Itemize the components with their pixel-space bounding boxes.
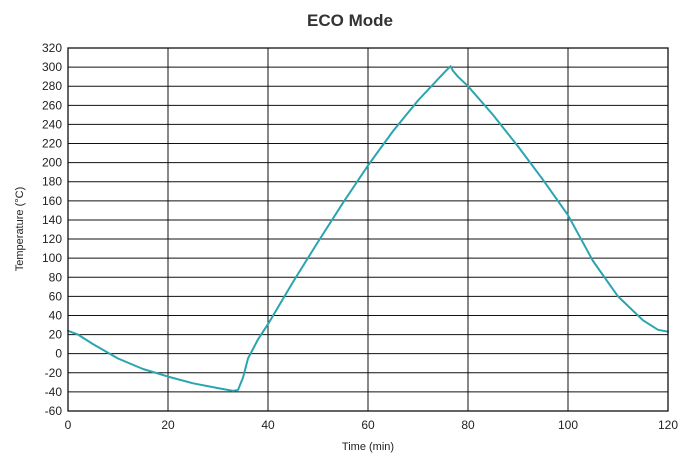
y-tick-label: 200 <box>42 156 62 170</box>
y-tick-label: 300 <box>42 60 62 74</box>
grid <box>68 48 668 411</box>
y-tick-label: 140 <box>42 213 62 227</box>
x-tick-label: 80 <box>461 418 475 432</box>
y-tick-label: 80 <box>49 270 63 284</box>
x-tick-label: 100 <box>558 418 578 432</box>
x-tick-label: 120 <box>658 418 678 432</box>
series-layer <box>67 65 669 392</box>
y-tick-label: 40 <box>49 308 63 322</box>
y-tick-label: 100 <box>42 251 62 265</box>
y-tick-label: 220 <box>42 137 62 151</box>
x-tick-label: 40 <box>261 418 275 432</box>
x-tick-label: 0 <box>65 418 72 432</box>
x-tick-label: 60 <box>361 418 375 432</box>
y-tick-label: 320 <box>42 41 62 55</box>
x-tick-label: 20 <box>161 418 175 432</box>
x-axis-ticks: 0 20 40 60 80 100 120 <box>65 418 679 432</box>
y-tick-label: -60 <box>45 404 63 418</box>
y-tick-label: 160 <box>42 194 62 208</box>
series-line <box>67 65 669 392</box>
y-tick-label: -20 <box>45 366 63 380</box>
y-tick-label: 260 <box>42 98 62 112</box>
chart-title: ECO Mode <box>307 11 393 30</box>
plot-frame <box>67 47 669 412</box>
y-tick-label: 0 <box>55 347 62 361</box>
x-axis-label: Time (min) <box>342 441 394 453</box>
y-tick-label: 180 <box>42 175 62 189</box>
y-tick-label: 20 <box>49 328 63 342</box>
y-axis-ticks: -60 -40 -20 0 20 40 60 80 100 120 140 160 180 200 220 2… <box>42 41 62 418</box>
y-axis-label: Temperature (°C) <box>14 187 26 271</box>
y-tick-label: 60 <box>49 289 63 303</box>
y-tick-label: 240 <box>42 117 62 131</box>
y-tick-label: -40 <box>45 385 63 399</box>
y-tick-label: 280 <box>42 79 62 93</box>
y-tick-label: 120 <box>42 232 62 246</box>
